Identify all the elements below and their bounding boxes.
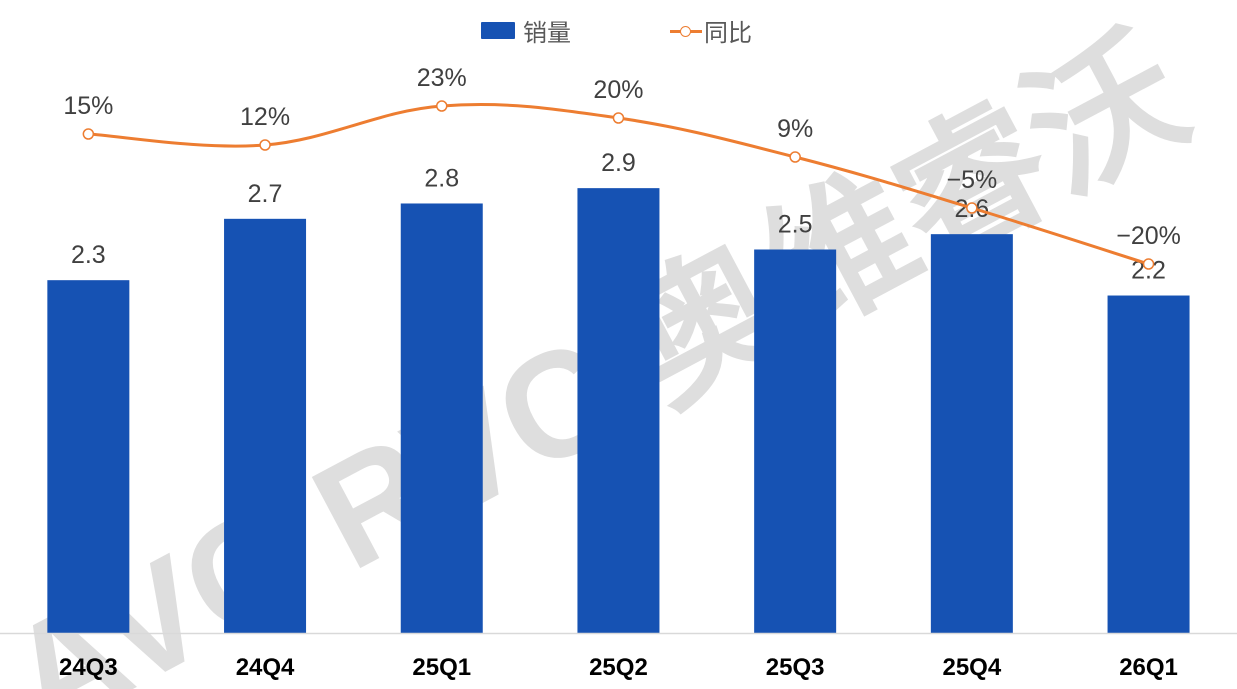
yoy-marker-25Q4 xyxy=(966,202,978,214)
bar-data-labels: 2.32.72.82.92.52.62.2 xyxy=(71,149,1166,284)
bar-25Q2 xyxy=(577,188,660,633)
bar-25Q3 xyxy=(754,249,837,633)
yoy-markers xyxy=(82,100,1155,270)
x-label-25Q1: 25Q1 xyxy=(412,654,471,681)
yoy-marker-24Q3 xyxy=(82,128,95,140)
x-label-25Q2: 25Q2 xyxy=(589,654,648,681)
bar-24Q4 xyxy=(224,218,307,633)
bar-label-24Q3: 2.3 xyxy=(71,241,106,269)
x-label-26Q1: 26Q1 xyxy=(1119,654,1178,681)
legend-item-yoy: 同比 xyxy=(670,14,752,47)
bar-25Q4 xyxy=(930,234,1013,633)
bar-label-25Q2: 2.9 xyxy=(601,149,636,177)
bar-swatch-icon xyxy=(481,21,515,39)
yoy-label-25Q1: 23% xyxy=(417,64,467,92)
x-label-24Q3: 24Q3 xyxy=(59,654,118,681)
yoy-marker-24Q4 xyxy=(259,139,271,151)
line-marker-icon xyxy=(670,22,702,39)
bar-label-25Q1: 2.8 xyxy=(424,164,459,192)
bar-label-25Q3: 2.5 xyxy=(778,211,813,239)
legend-label-sales: 销量 xyxy=(523,19,571,47)
legend-item-sales: 销量 xyxy=(481,14,571,47)
yoy-label-25Q4: −5% xyxy=(946,166,997,194)
yoy-marker-25Q3 xyxy=(789,151,801,163)
bar-label-24Q4: 2.7 xyxy=(248,180,283,208)
legend-label-yoy: 同比 xyxy=(704,19,752,47)
yoy-label-25Q2: 20% xyxy=(593,76,643,104)
x-label-25Q3: 25Q3 xyxy=(766,654,825,681)
yoy-label-24Q4: 12% xyxy=(240,103,290,131)
yoy-label-26Q1: −20% xyxy=(1116,222,1181,250)
x-label-25Q4: 25Q4 xyxy=(942,654,1001,681)
x-axis-labels: 24Q3 24Q4 25Q1 25Q2 25Q3 25Q4 26Q1 xyxy=(59,654,1178,681)
yoy-marker-25Q1 xyxy=(436,100,448,112)
yoy-data-labels: 15% 12% 23% 20% 9% −5% −20% xyxy=(63,64,1181,250)
chart-legend: 销量 同比 xyxy=(0,14,1237,47)
yoy-label-24Q3: 15% xyxy=(63,92,113,120)
bar-26Q1 xyxy=(1107,295,1190,633)
bar-24Q3 xyxy=(47,280,130,633)
x-label-24Q4: 24Q4 xyxy=(236,654,295,681)
bar-series xyxy=(47,188,1190,634)
yoy-marker-25Q2 xyxy=(612,112,625,124)
yoy-marker-26Q1 xyxy=(1142,258,1155,270)
yoy-label-25Q3: 9% xyxy=(777,115,813,143)
bar-25Q1 xyxy=(400,203,483,634)
